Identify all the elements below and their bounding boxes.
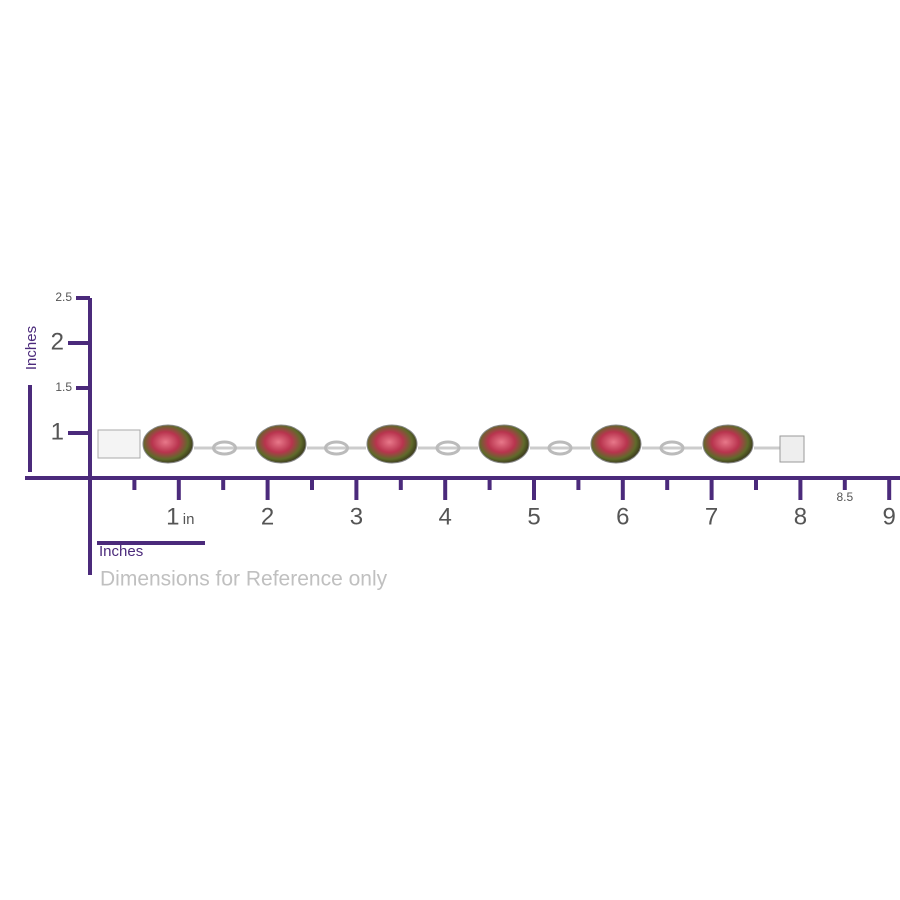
x-tick-label: 6 [616, 503, 629, 530]
link [212, 440, 237, 456]
link [324, 440, 349, 456]
y-tick-label: 2 [51, 328, 64, 355]
x-ruler-title: Inches [99, 543, 143, 560]
bracelet [97, 424, 805, 464]
link [659, 440, 685, 456]
x-tick-label: 2 [261, 503, 274, 530]
x-tick-label: 5 [527, 503, 540, 530]
x-tick-label: 8.5 [836, 490, 853, 504]
link [547, 440, 573, 456]
gem [366, 424, 418, 464]
y-tick-label: 2.5 [55, 290, 72, 304]
gem [702, 424, 754, 464]
gem [142, 424, 194, 464]
y-ruler-title: Inches [23, 326, 40, 370]
clasp [97, 429, 141, 459]
clasp [779, 435, 805, 463]
link [435, 440, 461, 456]
x-tick-label: 1 [166, 503, 179, 530]
y-tick-label: 1 [51, 418, 64, 445]
y-tick-label: 1.5 [55, 380, 72, 394]
x-tick-label: 7 [705, 503, 718, 530]
note: Dimensions for Reference only [100, 568, 388, 591]
x-tick-label: 9 [883, 503, 896, 530]
x-tick-label: 4 [439, 503, 452, 530]
x-tick-label: 3 [350, 503, 363, 530]
gem [255, 424, 307, 464]
gem [590, 424, 642, 464]
gem [478, 424, 530, 464]
x-tick-label: 8 [794, 503, 807, 530]
x-unit: in [183, 511, 195, 528]
